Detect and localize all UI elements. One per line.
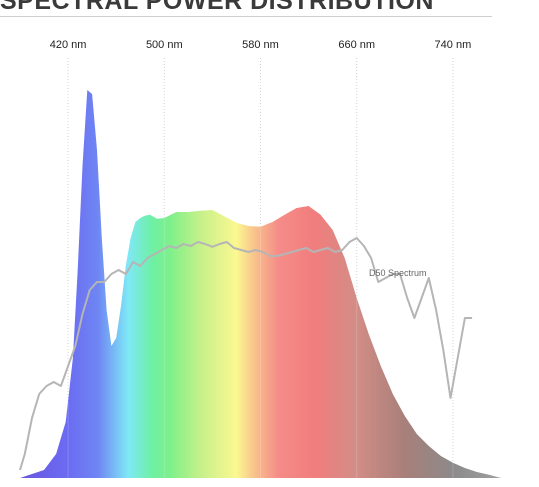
d50-spectrum-label: D50 Spectrum [369,268,427,278]
chart-title: SPECTRAL POWER DISTRIBUTION [0,0,434,15]
x-tick-label: 500 nm [146,39,183,51]
x-tick-label: 420 nm [50,39,87,51]
d50-spectrum-line [19,237,473,471]
x-tick-label: 740 nm [435,39,472,51]
series-layer [19,78,501,478]
x-axis-tick-labels: 420 nm 500 nm 580 nm 660 nm 740 nm [50,39,472,51]
label-layer: D50 Spectrum [369,268,427,278]
spectral-power-area [20,90,501,478]
x-tick-label: 580 nm [242,39,279,51]
x-tick-label: 660 nm [338,39,375,51]
title-divider [0,16,492,17]
